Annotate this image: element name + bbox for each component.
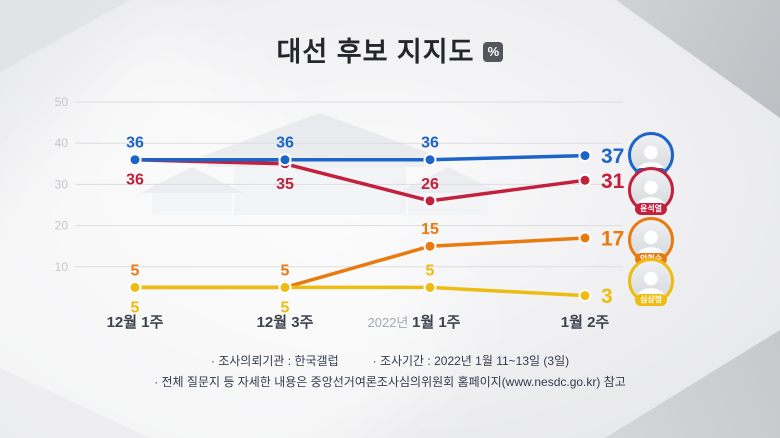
x-axis-label: 12월 1주 [107,314,164,331]
value-label: 5 [131,262,140,279]
value-label: 35 [276,176,294,193]
y-tick-label: 50 [55,95,69,109]
trend-chart: 50 40 30 20 10 12월 1주 12월 3주 2022년 1월 1주 1월 2주 36… [55,95,625,331]
value-label: 36 [421,135,439,152]
x-axis-label: 2022년 1월 1주 [368,314,461,331]
data-point [423,153,437,167]
value-label: 5 [281,262,290,279]
value-label: 5 [281,299,290,316]
data-point [578,149,592,163]
value-label: 26 [421,176,439,193]
value-label: 5 [426,262,435,279]
value-label: 3 [601,285,613,308]
candidate-name-badge: 윤석열 [634,203,668,215]
data-point [423,194,437,208]
data-point [423,239,437,253]
footer: · 조사의뢰기관 : 한국갤럽 · 조사기간 : 2022년 1월 11~13일… [0,351,780,393]
y-tick-label: 30 [55,177,69,191]
value-label: 17 [601,228,624,251]
value-label: 5 [131,299,140,316]
footer-line-1: · 조사의뢰기관 : 한국갤럽 · 조사기간 : 2022년 1월 11~13일… [0,351,780,372]
x-axis-label: 1월 2주 [561,314,610,331]
data-point [278,280,292,294]
data-point [423,280,437,294]
candidate-avatar: 안철수 [628,217,674,265]
data-point [128,280,142,294]
series-line [135,285,586,298]
y-tick-label: 10 [55,260,69,274]
data-point [128,153,142,167]
value-label: 37 [601,145,624,168]
value-label: 31 [601,170,625,193]
data-point [578,173,592,187]
candidate-avatar: 윤석열 [628,167,674,215]
blue-house-watermark [140,113,500,215]
y-tick-label: 20 [55,219,69,233]
y-tick-label: 40 [55,136,69,150]
series-line [134,157,586,203]
value-label: 15 [421,221,439,238]
candidate-avatar: 심상정 [628,258,674,306]
value-label: 36 [126,172,144,189]
footer-survey-org: · 조사의뢰기관 : 한국갤럽 [210,354,339,368]
series-line [135,236,586,290]
page-title: 대선 후보 지지도 [276,37,475,67]
data-point [578,289,592,303]
percent-unit-badge: % [483,41,504,62]
data-point [278,153,292,167]
x-axis-label: 12월 3주 [257,314,314,331]
chart-header: 대선 후보 지지도 % [0,30,780,69]
footer-survey-period: · 조사기간 : 2022년 1월 11~13일 (3일) [372,354,570,368]
candidate-name-badge: 심상정 [634,294,668,306]
series-line [135,153,586,162]
footer-disclaimer: · 전체 질문지 등 자세한 내용은 중앙선거여론조사심의위원회 홈페이지(ww… [154,375,626,389]
value-label: 36 [276,135,294,152]
value-label: 36 [126,135,144,152]
data-point [578,231,592,245]
